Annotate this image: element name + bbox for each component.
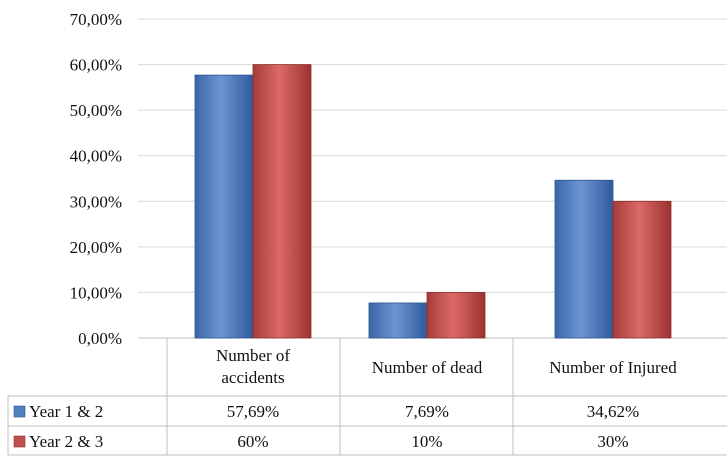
y-tick-label: 40,00% bbox=[70, 147, 122, 166]
data-table-value: 57,69% bbox=[227, 402, 279, 421]
category-label: Number of bbox=[216, 346, 290, 365]
y-tick-label: 10,00% bbox=[70, 283, 122, 302]
y-tick-label: 20,00% bbox=[70, 238, 122, 257]
y-tick-label: 50,00% bbox=[70, 101, 122, 120]
data-table-value: 34,62% bbox=[587, 402, 639, 421]
bar bbox=[194, 74, 254, 339]
data-table-value: 30% bbox=[597, 432, 628, 451]
bar bbox=[554, 179, 614, 339]
data-table-value: 60% bbox=[237, 432, 268, 451]
y-axis-tick-labels: 0,00% 10,00% 20,00% 30,00% 40,00% 50,00% 60,00… bbox=[70, 10, 122, 348]
bar bbox=[368, 302, 428, 339]
data-table: Number of accidents Number of dead Number o… bbox=[7, 338, 727, 456]
legend-label: Year 1 & 2 bbox=[29, 402, 103, 421]
legend-key bbox=[13, 405, 26, 418]
bar bbox=[612, 200, 672, 339]
y-tick-label: 30,00% bbox=[70, 192, 122, 211]
data-table-value: 10% bbox=[411, 432, 442, 451]
bar bbox=[426, 292, 486, 339]
legend-key bbox=[13, 435, 26, 448]
bars bbox=[194, 64, 672, 339]
y-tick-label: 60,00% bbox=[70, 56, 122, 75]
y-tick-label: 70,00% bbox=[70, 10, 122, 29]
data-table-value: 7,69% bbox=[405, 402, 449, 421]
legend-label: Year 2 & 3 bbox=[29, 432, 103, 451]
category-label: Number of Injured bbox=[549, 358, 677, 377]
bar bbox=[252, 64, 312, 339]
category-label: Number of dead bbox=[372, 358, 483, 377]
category-label: accidents bbox=[221, 368, 284, 387]
y-tick-label: 0,00% bbox=[78, 329, 122, 348]
